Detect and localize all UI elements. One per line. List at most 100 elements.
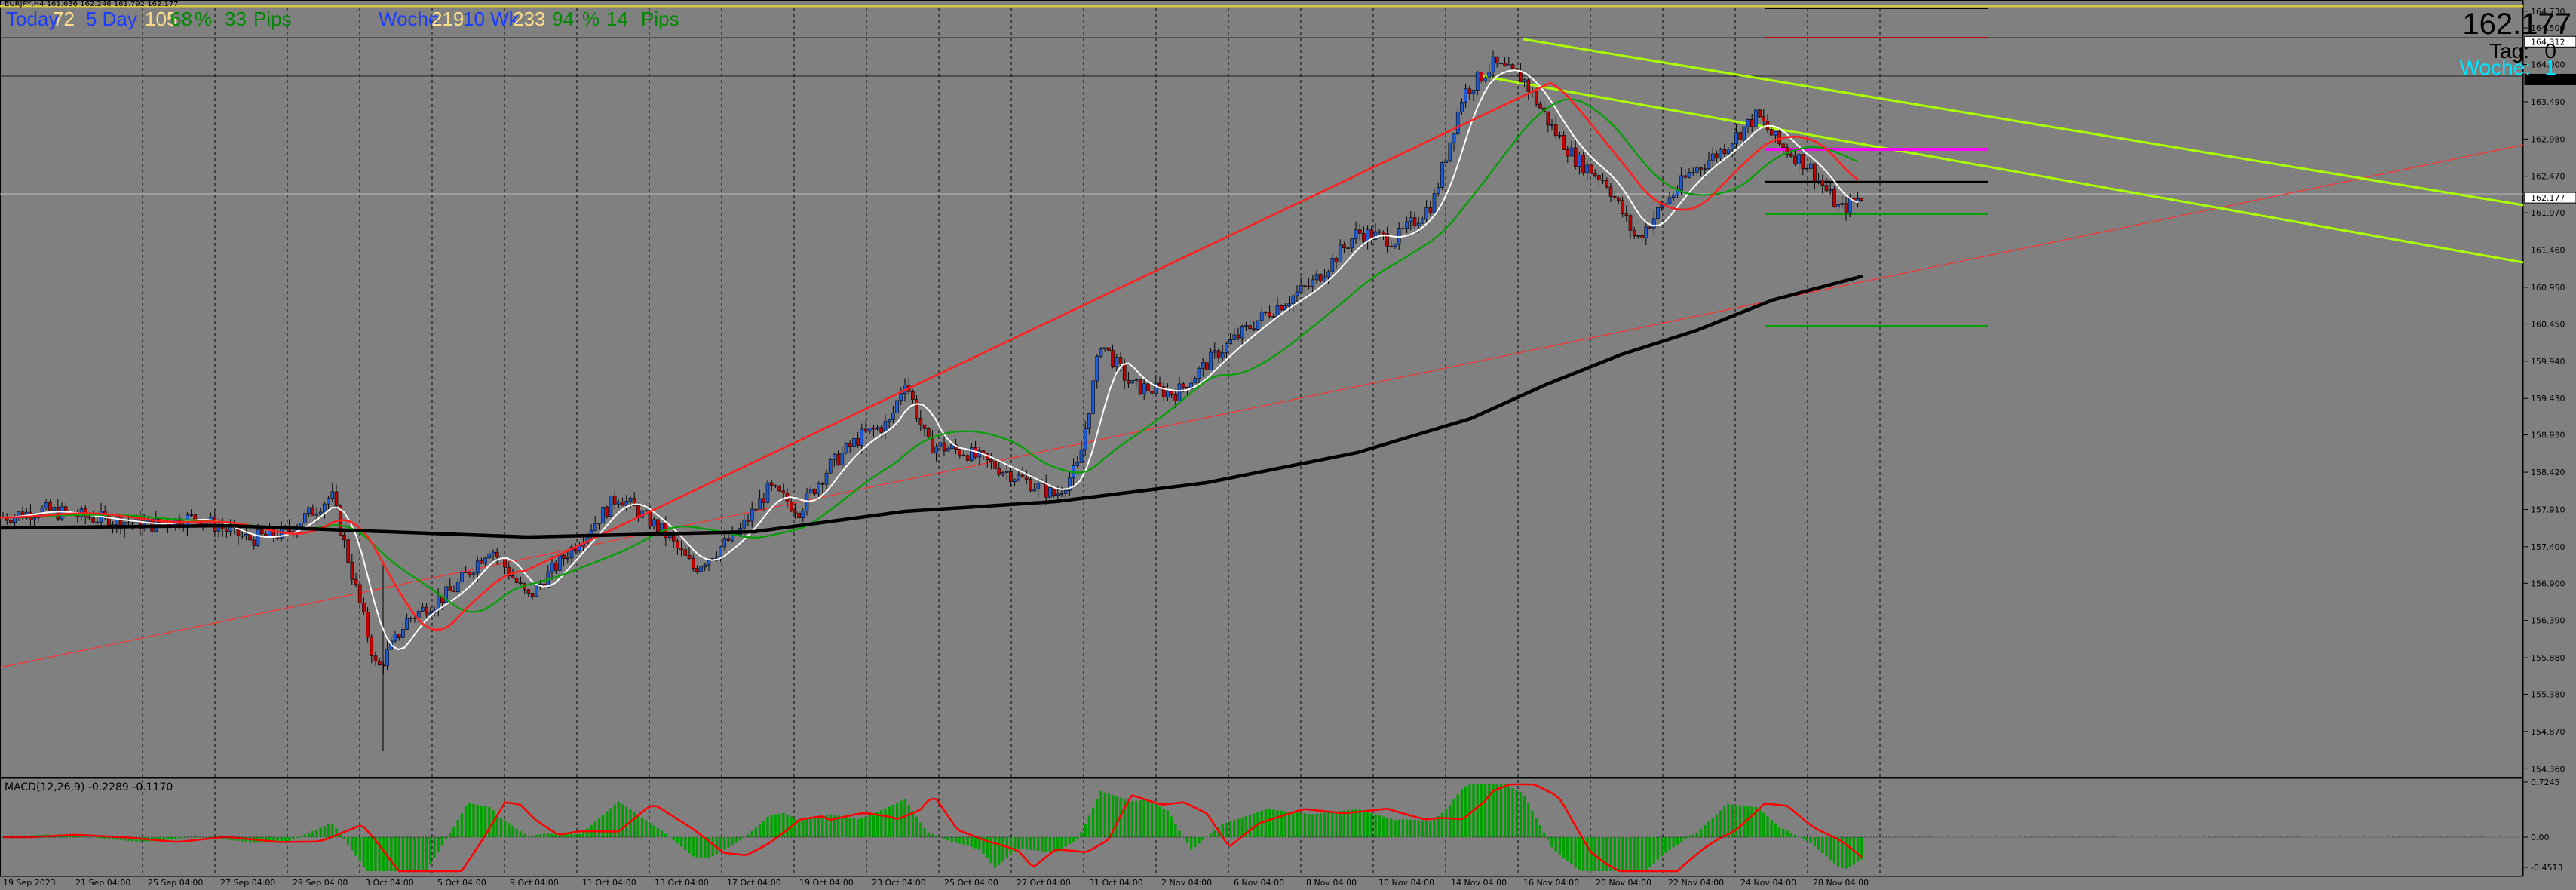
candle-body (1660, 204, 1664, 208)
candle-body (373, 655, 378, 661)
candle-body (1416, 222, 1421, 226)
candle-body (1225, 343, 1228, 353)
candle-body (1750, 118, 1754, 127)
candle-body (1534, 91, 1538, 105)
candle-body (1354, 229, 1358, 240)
candle-body (1393, 244, 1397, 247)
candle-body (1703, 168, 1707, 170)
candle-body (1667, 197, 1672, 204)
candle-body (715, 556, 719, 559)
candle-body (460, 572, 464, 583)
price-tick-label: 160.950 (2531, 283, 2565, 293)
candle-body (726, 538, 731, 542)
candle-body (1216, 350, 1221, 359)
candle-body (1597, 175, 1601, 180)
candle-body (699, 566, 703, 572)
candle-body (1467, 88, 1472, 94)
candle-body (860, 428, 864, 446)
candle-body (950, 444, 954, 450)
candle-body (56, 507, 60, 520)
candle-body (746, 520, 750, 522)
candle-body (534, 584, 538, 597)
candle-body (1052, 487, 1056, 496)
macd-histogram (0, 783, 2523, 873)
candle-body (1483, 77, 1487, 81)
candle-body (691, 558, 695, 569)
candle-body (1279, 305, 1283, 311)
candle-body (1197, 368, 1201, 379)
time-tick-label: 3 Oct 04:00 (365, 878, 414, 888)
candle-body (1464, 88, 1467, 103)
candle-body (1044, 482, 1048, 498)
candle-body (554, 563, 558, 571)
macd-tick-label: 0.7245 (2531, 778, 2560, 787)
candle-body (648, 510, 652, 527)
candle-body (597, 523, 601, 525)
candle-body (530, 592, 535, 597)
candle-body (1566, 149, 1570, 157)
candle-body (1444, 160, 1448, 163)
candle-body (899, 393, 903, 401)
price-tick-label: 154.870 (2531, 727, 2565, 737)
candle-body (1452, 134, 1456, 143)
candle-body (1342, 244, 1346, 248)
woche-label: Woche (379, 8, 440, 30)
candle-body (377, 661, 382, 666)
candle-body (1499, 63, 1503, 65)
pct2-symbol: % (582, 8, 600, 30)
time-tick-label: 11 Oct 04:00 (582, 878, 636, 888)
candle-body (1385, 233, 1389, 247)
candle-body (1558, 135, 1562, 137)
candle-body (1699, 167, 1703, 170)
price-marker-box (2524, 35, 2576, 48)
candle-body (1581, 155, 1585, 173)
candle-body (1730, 143, 1734, 149)
price-marker-box (2524, 192, 2576, 204)
pct-value: 68 (170, 8, 192, 30)
candle-body (1154, 382, 1158, 394)
price-tick-label: 162.470 (2531, 172, 2565, 182)
candle-body (1134, 379, 1139, 381)
candle-body (1177, 383, 1182, 401)
candle-body (1742, 126, 1746, 140)
time-tick-label: 19 Sep 2023 (3, 878, 56, 888)
time-tick-label: 25 Sep 04:00 (148, 878, 203, 888)
moving-averages (0, 69, 1863, 651)
candle-body (1268, 312, 1271, 317)
candle-body (538, 583, 542, 585)
candle-body (1440, 162, 1444, 188)
candle-body (1389, 245, 1394, 247)
candle-body (32, 517, 36, 520)
candle-body (703, 564, 707, 567)
candle-body (605, 506, 609, 517)
macd-tick-label: 0.00 (2531, 833, 2550, 842)
candle-body (1166, 391, 1170, 397)
candle-body (1651, 218, 1656, 229)
candle-body (863, 428, 868, 432)
candle-body (922, 424, 927, 429)
candle-body (1201, 362, 1205, 369)
candle-body (318, 511, 323, 514)
tag-label: Tag: (2489, 39, 2529, 63)
candle-body (558, 554, 562, 571)
pips2-label: Pips (641, 8, 679, 30)
candle-body (425, 606, 428, 616)
candle-body (1491, 56, 1495, 72)
candle-body (228, 526, 232, 532)
time-tick-label: 20 Nov 04:00 (1596, 878, 1651, 888)
time-tick-label: 22 Nov 04:00 (1668, 878, 1724, 888)
candle-body (1283, 305, 1287, 311)
candle-body (1546, 111, 1550, 125)
price-marker-label: 162.177 (2531, 193, 2565, 203)
candle-body (1769, 129, 1774, 136)
candle-body (719, 546, 722, 557)
candle-body (1095, 355, 1099, 382)
candle-body (1107, 347, 1111, 351)
price-tick-label: 156.390 (2531, 616, 2565, 626)
candle-body (491, 551, 495, 554)
candle-body (444, 586, 448, 603)
candle-body (1127, 379, 1130, 384)
candle-body (193, 514, 198, 520)
candle-body (769, 482, 774, 486)
